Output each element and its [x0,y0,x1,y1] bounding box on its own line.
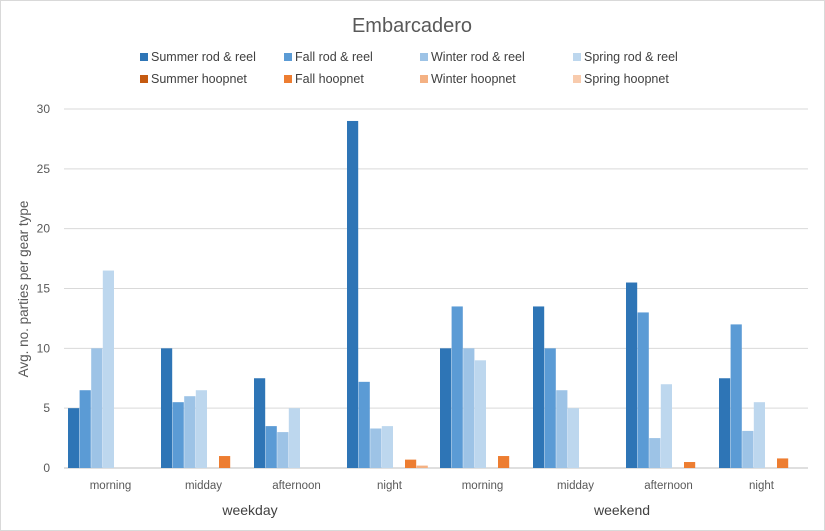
bar [474,360,486,468]
chart-title: Embarcadero [352,15,472,37]
bar [347,120,359,468]
legend-label: Winter hoopnet [431,72,516,86]
bar [777,458,789,468]
bar [498,456,510,468]
y-tick-label: 5 [43,401,50,415]
bar [730,324,742,468]
bar [556,390,568,468]
bar [533,306,545,468]
y-tick-label: 20 [37,222,51,236]
bar [195,390,207,468]
bar [102,270,114,468]
legend-label: Spring rod & reel [584,50,678,64]
y-tick-labels: 0 5 10 15 20 25 30 [37,102,51,475]
bar [219,456,231,468]
bar [753,402,765,468]
x-category-labels: morning midday afternoon night morning midday… [90,480,775,492]
bar [405,459,417,468]
bar [288,408,300,468]
legend-swatch [284,75,292,83]
y-tick-label: 25 [37,162,51,176]
bar [626,282,638,468]
bar [649,438,661,468]
y-tick-label: 30 [37,102,51,116]
bar [544,348,556,468]
bar [172,402,184,468]
legend-swatch [573,53,581,61]
bar [660,384,672,468]
bar [277,432,289,468]
bars [68,120,789,468]
legend-label: Fall hoopnet [295,72,364,86]
x-category-label: morning [462,480,504,492]
x-group-labels: weekday weekend [221,502,650,518]
legend-label: Spring hoopnet [584,72,669,86]
legend-label: Winter rod & reel [431,50,525,64]
legend-swatch [140,75,148,83]
legend-swatch [284,53,292,61]
bar [451,306,463,468]
legend-label: Fall rod & reel [295,50,373,64]
x-category-label: midday [557,480,594,492]
legend-swatch [420,53,428,61]
x-category-label: midday [185,480,222,492]
bar [381,426,393,468]
bar [265,426,277,468]
bar [684,462,696,468]
legend-label: Summer hoopnet [151,72,247,86]
x-category-label: night [749,480,775,492]
legend-swatch [573,75,581,83]
bar [567,408,579,468]
bar [719,378,731,468]
bar [637,312,649,468]
x-group-label: weekend [593,502,650,518]
bar [254,378,266,468]
x-category-label: night [377,480,403,492]
y-tick-label: 15 [37,282,51,296]
y-axis-label: Avg. no. parties per gear type [16,201,31,378]
legend-swatch [140,53,148,61]
bar [370,428,382,468]
y-tick-label: 0 [43,461,50,475]
legend: Summer rod & reel Fall rod & reel Winter r… [140,50,678,86]
bar [440,348,452,468]
x-group-label: weekday [221,502,277,518]
legend-label: Summer rod & reel [151,50,256,64]
legend-swatch [420,75,428,83]
bar [68,408,80,468]
x-category-label: afternoon [644,480,693,492]
bar [79,390,91,468]
x-category-label: morning [90,480,132,492]
bar [742,430,754,468]
bar [161,348,173,468]
bar [416,465,428,468]
x-category-label: afternoon [272,480,321,492]
bar [91,348,103,468]
bar [463,348,475,468]
bar [184,396,196,468]
y-tick-label: 10 [37,341,51,355]
bar [358,381,370,468]
